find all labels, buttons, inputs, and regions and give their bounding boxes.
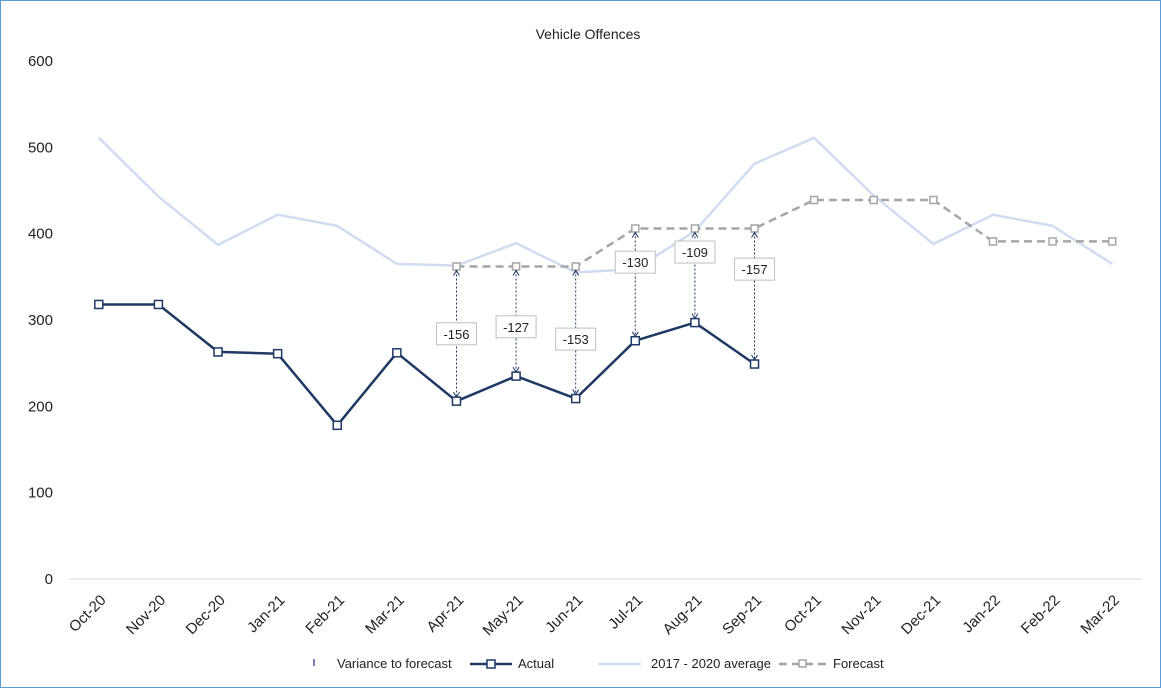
actual-point xyxy=(272,348,283,359)
y-tick-label: 500 xyxy=(28,139,53,156)
variance-arrowhead-top xyxy=(572,269,580,276)
series-actual xyxy=(94,299,760,431)
variance-arrowhead-top xyxy=(751,231,758,238)
actual-point xyxy=(570,393,581,404)
forecast-point xyxy=(1048,237,1057,246)
average-line xyxy=(97,136,1113,274)
variance-label: -156 xyxy=(443,327,469,342)
legend: Variance to forecast Actual 2017 - 2020 av… xyxy=(313,656,884,671)
actual-point xyxy=(511,371,521,381)
actual-point xyxy=(94,299,104,310)
variance-label-box xyxy=(495,315,537,339)
variance-label-box xyxy=(435,322,477,346)
variance-arrowhead-top xyxy=(631,231,639,238)
actual-point xyxy=(690,317,700,328)
x-tick-label: Oct-20 xyxy=(66,592,110,636)
y-tick-label: 600 xyxy=(28,53,53,70)
y-tick-label: 300 xyxy=(28,312,53,329)
series-variance: -156 -127 -153 -130 -109 -157 xyxy=(435,231,776,399)
variance-label-box xyxy=(614,250,656,274)
forecast-point xyxy=(571,262,580,271)
forecast-point xyxy=(869,195,878,205)
variance-label: -109 xyxy=(682,245,708,260)
actual-point xyxy=(630,335,641,346)
chart-title: Vehicle Offences xyxy=(536,26,641,42)
y-tick-label: 400 xyxy=(28,226,53,243)
y-tick-label: 100 xyxy=(28,485,53,502)
forecast-point xyxy=(809,195,819,205)
x-tick-label: May-21 xyxy=(480,592,527,639)
forecast-point xyxy=(1107,237,1117,246)
x-tick-label: Sep-21 xyxy=(719,592,765,638)
legend-average-label: 2017 - 2020 average xyxy=(651,656,771,671)
actual-point xyxy=(392,348,402,358)
legend-actual-label: Actual xyxy=(518,656,554,671)
x-tick-label: Dec-21 xyxy=(898,592,944,638)
x-tick-label: Mar-21 xyxy=(362,592,408,638)
x-tick-label: Jan-22 xyxy=(959,592,1003,636)
x-tick-label: Aug-21 xyxy=(660,592,706,638)
forecast-point xyxy=(988,237,998,246)
forecast-point xyxy=(511,262,521,271)
forecast-point xyxy=(690,224,700,233)
y-tick-label: 200 xyxy=(28,398,53,415)
actual-point xyxy=(332,420,342,431)
x-tick-label: Apr-21 xyxy=(423,592,467,636)
legend-forecast-label: Forecast xyxy=(833,656,884,671)
variance-label: -153 xyxy=(563,332,589,347)
legend-forecast-marker xyxy=(798,659,807,668)
x-tick-label: Oct-21 xyxy=(781,592,825,636)
y-axis: 0 100 200 300 400 500 600 xyxy=(28,53,53,588)
legend-actual-marker xyxy=(486,659,496,669)
variance-label: -157 xyxy=(742,262,768,277)
forecast-point xyxy=(452,262,461,271)
x-axis: Oct-20 Nov-20 Dec-20 Jan-21 Feb-21 Mar-21 Apr-… xyxy=(66,578,1142,639)
x-tick-label: Feb-22 xyxy=(1018,592,1064,638)
x-tick-label: Mar-22 xyxy=(1077,592,1123,638)
forecast-line xyxy=(456,198,1113,268)
series-forecast xyxy=(452,195,1117,271)
forecast-point xyxy=(750,224,759,233)
actual-point xyxy=(749,359,760,369)
variance-arrowhead-top xyxy=(453,269,460,276)
series-average xyxy=(97,136,1113,274)
x-tick-label: Jun-21 xyxy=(542,592,586,636)
y-tick-label: 0 xyxy=(45,571,53,588)
variance-label: -130 xyxy=(622,255,648,270)
actual-point xyxy=(153,299,164,310)
forecast-point xyxy=(929,195,938,205)
legend-variance-label: Variance to forecast xyxy=(337,656,452,671)
actual-point xyxy=(213,347,223,357)
variance-arrowhead-top xyxy=(512,269,520,276)
forecast-point xyxy=(631,224,640,233)
actual-line xyxy=(98,303,756,427)
x-tick-label: Nov-21 xyxy=(838,592,884,638)
actual-point xyxy=(451,396,462,406)
variance-arrowhead-top xyxy=(691,231,699,238)
x-tick-label: Nov-20 xyxy=(123,592,169,638)
variance-label-box xyxy=(734,257,776,281)
variance-label-box xyxy=(555,327,597,351)
x-tick-label: Dec-20 xyxy=(183,592,229,638)
x-tick-label: Feb-21 xyxy=(302,592,348,638)
variance-label-box xyxy=(674,240,716,264)
x-tick-label: Jan-21 xyxy=(244,592,288,636)
variance-label: -127 xyxy=(503,320,529,335)
x-tick-label: Jul-21 xyxy=(605,592,646,633)
